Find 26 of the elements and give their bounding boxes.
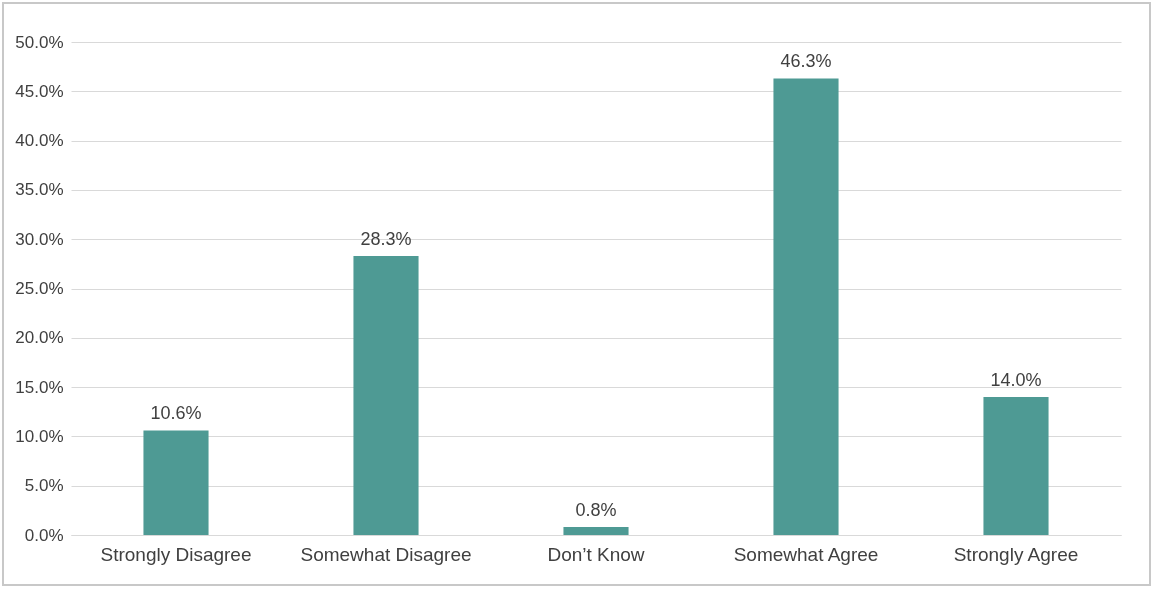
bar (773, 78, 839, 535)
data-label: 10.6% (150, 403, 202, 424)
bar (983, 396, 1049, 535)
bar (563, 527, 629, 535)
y-tick-label: 35.0% (15, 180, 64, 200)
x-tick-label: Strongly Disagree (100, 543, 252, 565)
x-tick-label: Strongly Agree (953, 543, 1079, 565)
y-tick-label: 0.0% (24, 525, 64, 545)
y-tick-label: 5.0% (24, 476, 64, 496)
y-tick-label: 40.0% (15, 131, 64, 151)
x-tick-label: Don’t Know (547, 543, 645, 565)
y-tick-label: 20.0% (15, 328, 64, 348)
y-tick-label: 50.0% (15, 32, 64, 52)
bar (353, 255, 419, 535)
data-label: 28.3% (360, 228, 412, 249)
data-label: 14.0% (990, 369, 1042, 390)
data-label: 0.8% (575, 500, 617, 521)
data-label: 46.3% (780, 51, 832, 72)
y-tick-label: 25.0% (15, 279, 64, 298)
y-tick-label: 30.0% (15, 229, 64, 249)
bar (143, 430, 209, 535)
y-tick-label: 45.0% (15, 81, 64, 101)
x-tick-label: Somewhat Disagree (300, 543, 472, 565)
x-tick-label: Somewhat Agree (733, 543, 879, 565)
y-tick-label: 10.0% (15, 426, 64, 446)
y-tick-label: 15.0% (15, 377, 64, 397)
